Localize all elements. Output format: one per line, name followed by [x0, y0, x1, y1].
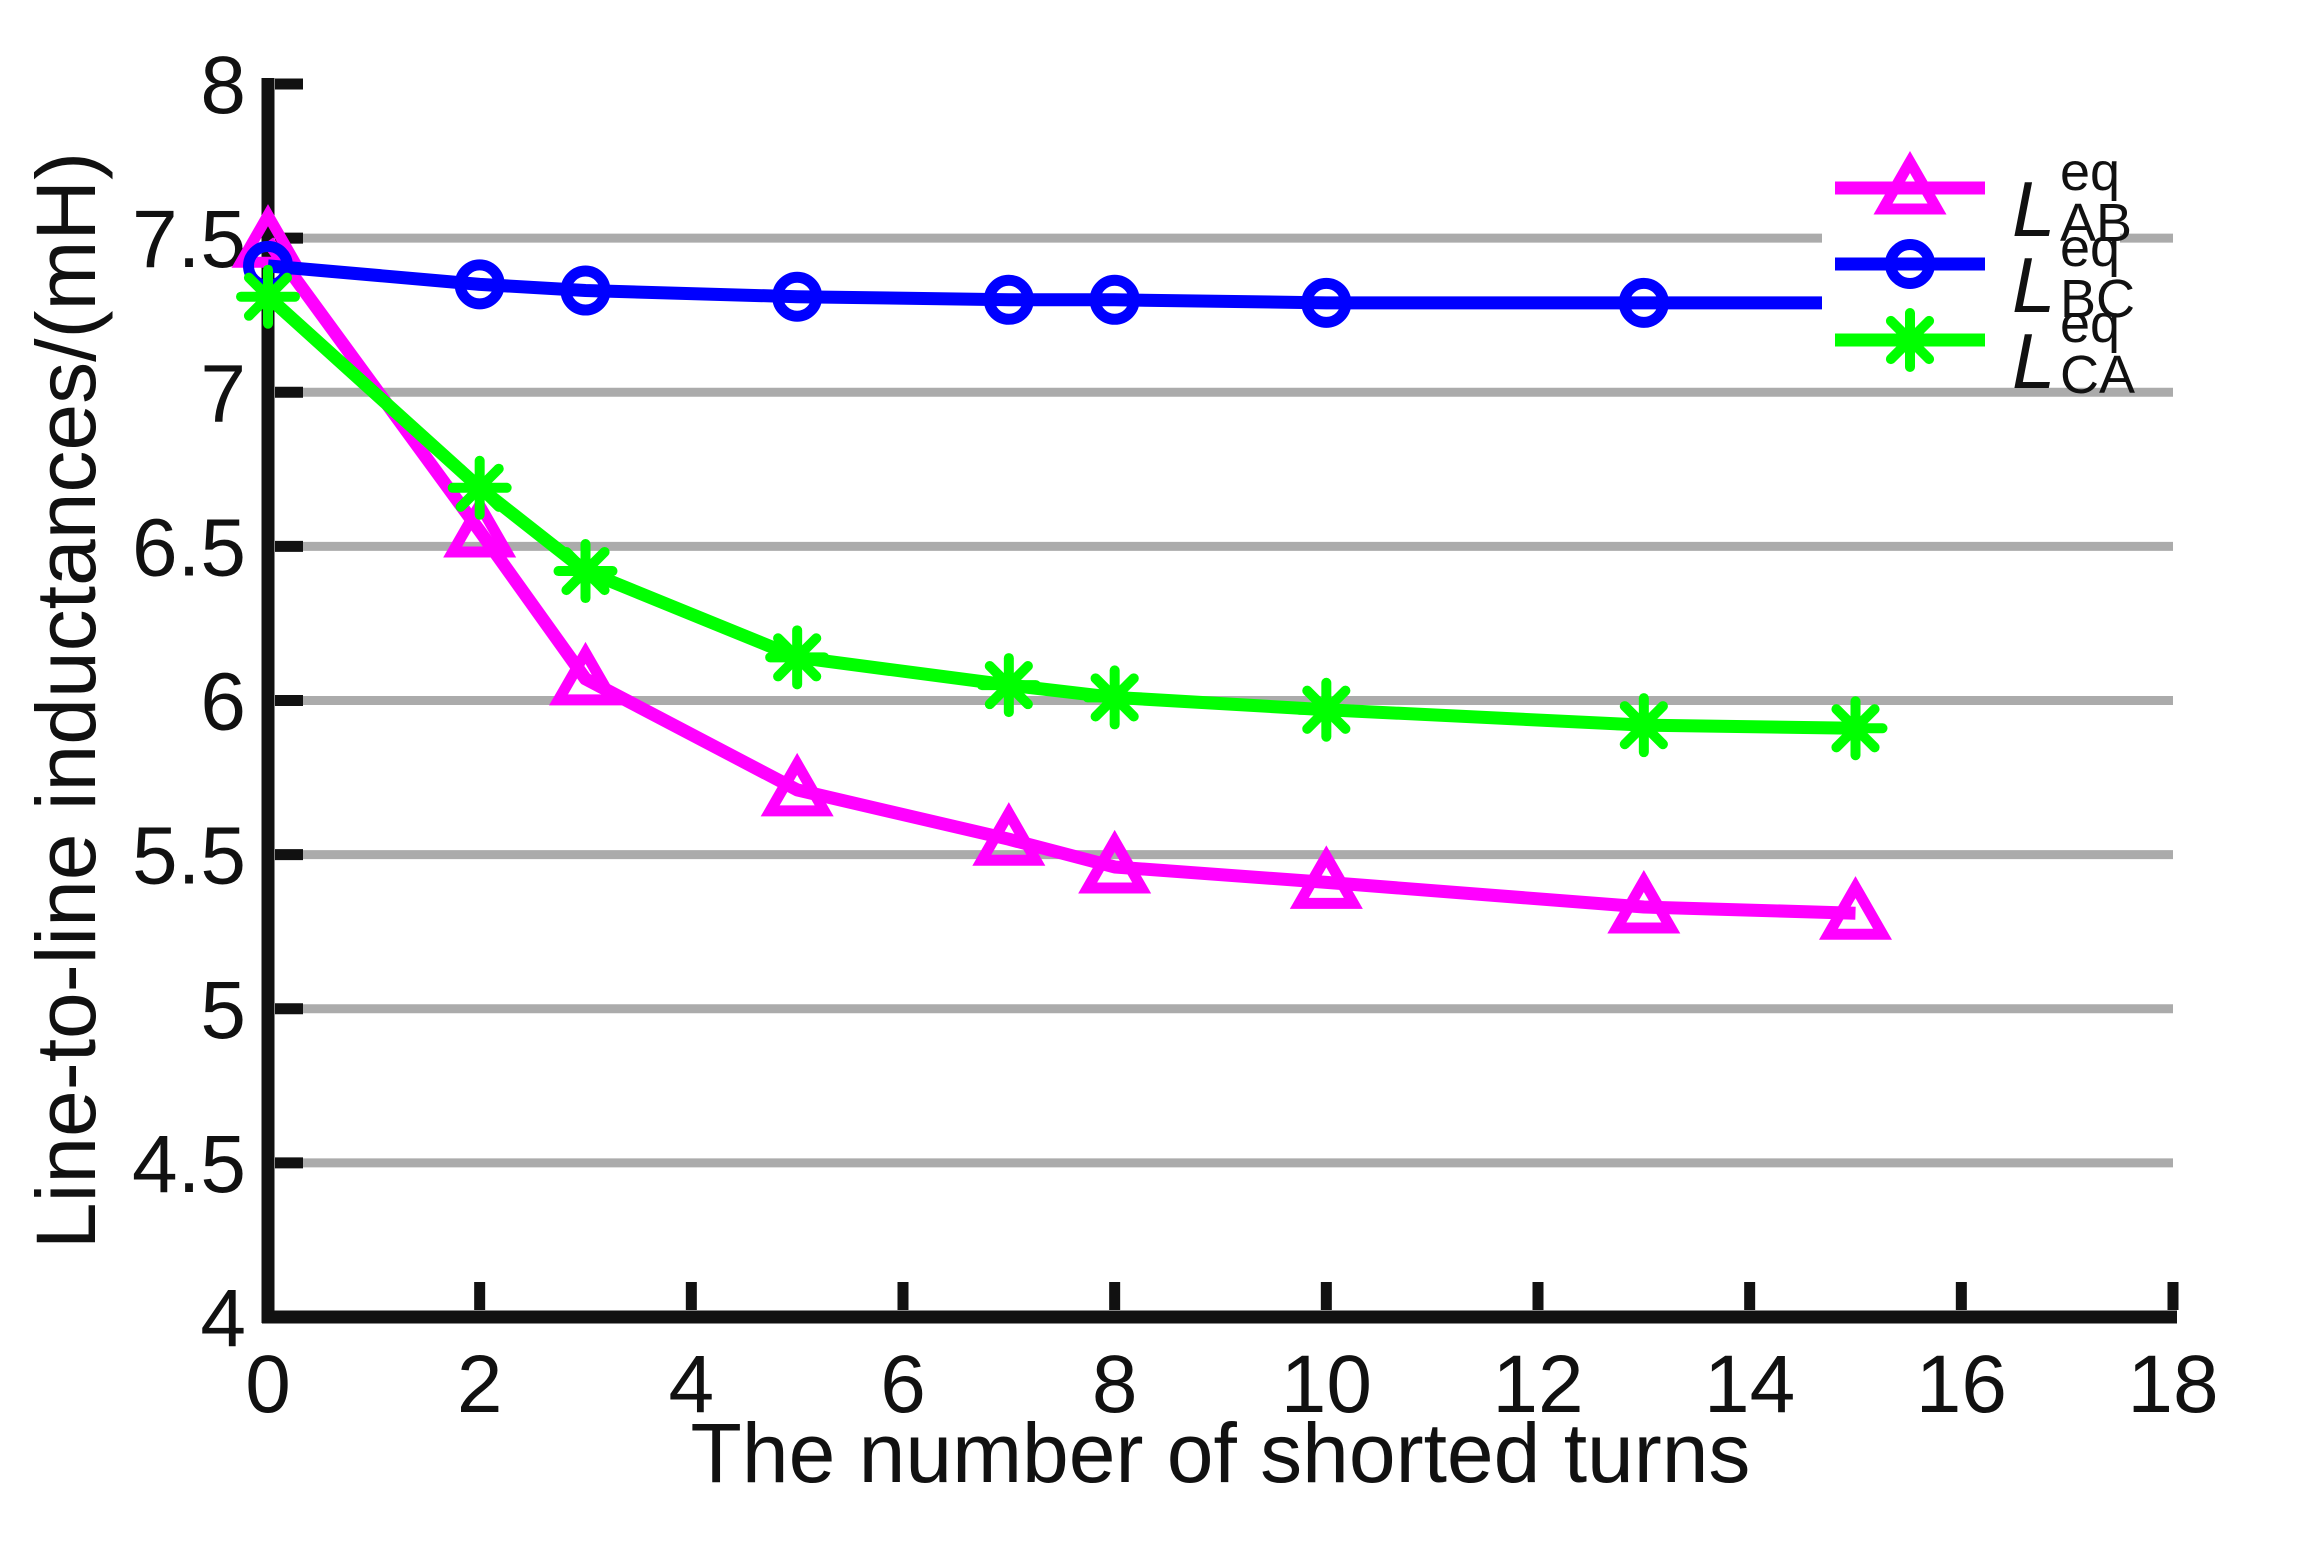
marker-asterisk-L_CA_eq	[1294, 677, 1359, 742]
y-axis-label: Line-to-line inductances/(mH)	[19, 152, 113, 1249]
asterisk-arm	[1321, 685, 1351, 715]
x-tick-label-10: 10	[1281, 1339, 1372, 1430]
marker-circle-L_BC_eq	[1089, 274, 1140, 325]
y-tick-label-5: 5	[200, 965, 246, 1056]
y-tick-label-6.5: 6.5	[132, 502, 246, 593]
series-line-L_CA_eq	[263, 291, 1856, 735]
x-tick-label-6: 6	[880, 1339, 926, 1430]
marker-triangle-L_AB_eq	[1607, 869, 1681, 934]
x-tick-label-8: 8	[1092, 1339, 1138, 1430]
marker-triangle-L_AB_eq	[972, 802, 1046, 866]
marker-triangle-L_AB_eq	[1818, 876, 1893, 940]
asterisk-arm	[1905, 315, 1935, 345]
x-tick-label-16: 16	[1916, 1339, 2007, 1430]
asterisk-arm	[1850, 704, 1880, 734]
asterisk-arm	[474, 463, 504, 493]
y-tick-label-6: 6	[200, 657, 246, 748]
marker-asterisk-L_CA_eq	[1611, 693, 1676, 758]
y-tick-label-5.5: 5.5	[132, 811, 246, 902]
asterisk-arm	[263, 272, 293, 302]
marker-triangle-L_AB_eq	[231, 204, 305, 268]
x-tick-label-0: 0	[245, 1339, 291, 1430]
series-L_AB_eq	[231, 204, 1893, 940]
asterisk-arm	[1109, 673, 1139, 703]
series-L_CA_eq	[236, 264, 1888, 761]
marker-circle-L_BC_eq	[560, 265, 611, 316]
series-line-L_AB_eq	[262, 237, 1856, 920]
y-tick-label-4: 4	[200, 1273, 246, 1364]
marker-asterisk-L_CA_eq	[447, 455, 512, 520]
asterisk-arm	[580, 546, 610, 577]
asterisk-arm	[1003, 660, 1033, 691]
marker-asterisk-L_CA_eq	[765, 625, 830, 690]
marker-circle-L_BC_eq	[1301, 277, 1352, 328]
legend-marker-asterisk	[1878, 308, 1942, 372]
marker-circle-L_BC_eq	[1618, 277, 1669, 328]
marker-triangle-L_AB_eq	[443, 493, 517, 558]
marker-triangle-L_AB_eq	[548, 641, 623, 706]
marker-asterisk-L_CA_eq	[236, 264, 300, 329]
x-axis-label: The number of shorted turns	[691, 1406, 1751, 1500]
x-tick-label-4: 4	[669, 1339, 715, 1430]
marker-triangle-L_AB_eq	[760, 752, 834, 817]
y-tick-label-8: 8	[200, 40, 246, 131]
x-tick-label-14: 14	[1704, 1339, 1795, 1430]
y-tick-label-7: 7	[200, 348, 246, 439]
marker-asterisk-L_CA_eq	[976, 653, 1041, 718]
marker-circle-L_BC_eq	[454, 259, 505, 310]
legend-marker-circle	[1885, 239, 1935, 289]
marker-asterisk-L_CA_eq	[553, 539, 618, 604]
y-tick-label-7.5: 7.5	[132, 194, 246, 285]
series-L_BC_eq	[243, 240, 1881, 328]
marker-asterisk-L_CA_eq	[1082, 665, 1147, 730]
marker-triangle-L_AB_eq	[1078, 829, 1152, 894]
y-tick-label-4.5: 4.5	[132, 1119, 246, 1210]
legend-marker-triangle	[1873, 150, 1947, 215]
x-tick-label-18: 18	[2127, 1339, 2218, 1430]
marker-triangle-L_AB_eq	[1289, 845, 1363, 909]
marker-circle-L_BC_eq	[983, 274, 1034, 325]
marker-asterisk-L_CA_eq	[1823, 696, 1888, 761]
series-line-L_BC_eq	[267, 259, 1856, 310]
x-tick-label-12: 12	[1492, 1339, 1583, 1430]
asterisk-arm	[1638, 701, 1668, 731]
marker-circle-L_BC_eq	[772, 271, 823, 322]
x-tick-label-2: 2	[457, 1339, 503, 1430]
asterisk-arm	[792, 633, 822, 663]
